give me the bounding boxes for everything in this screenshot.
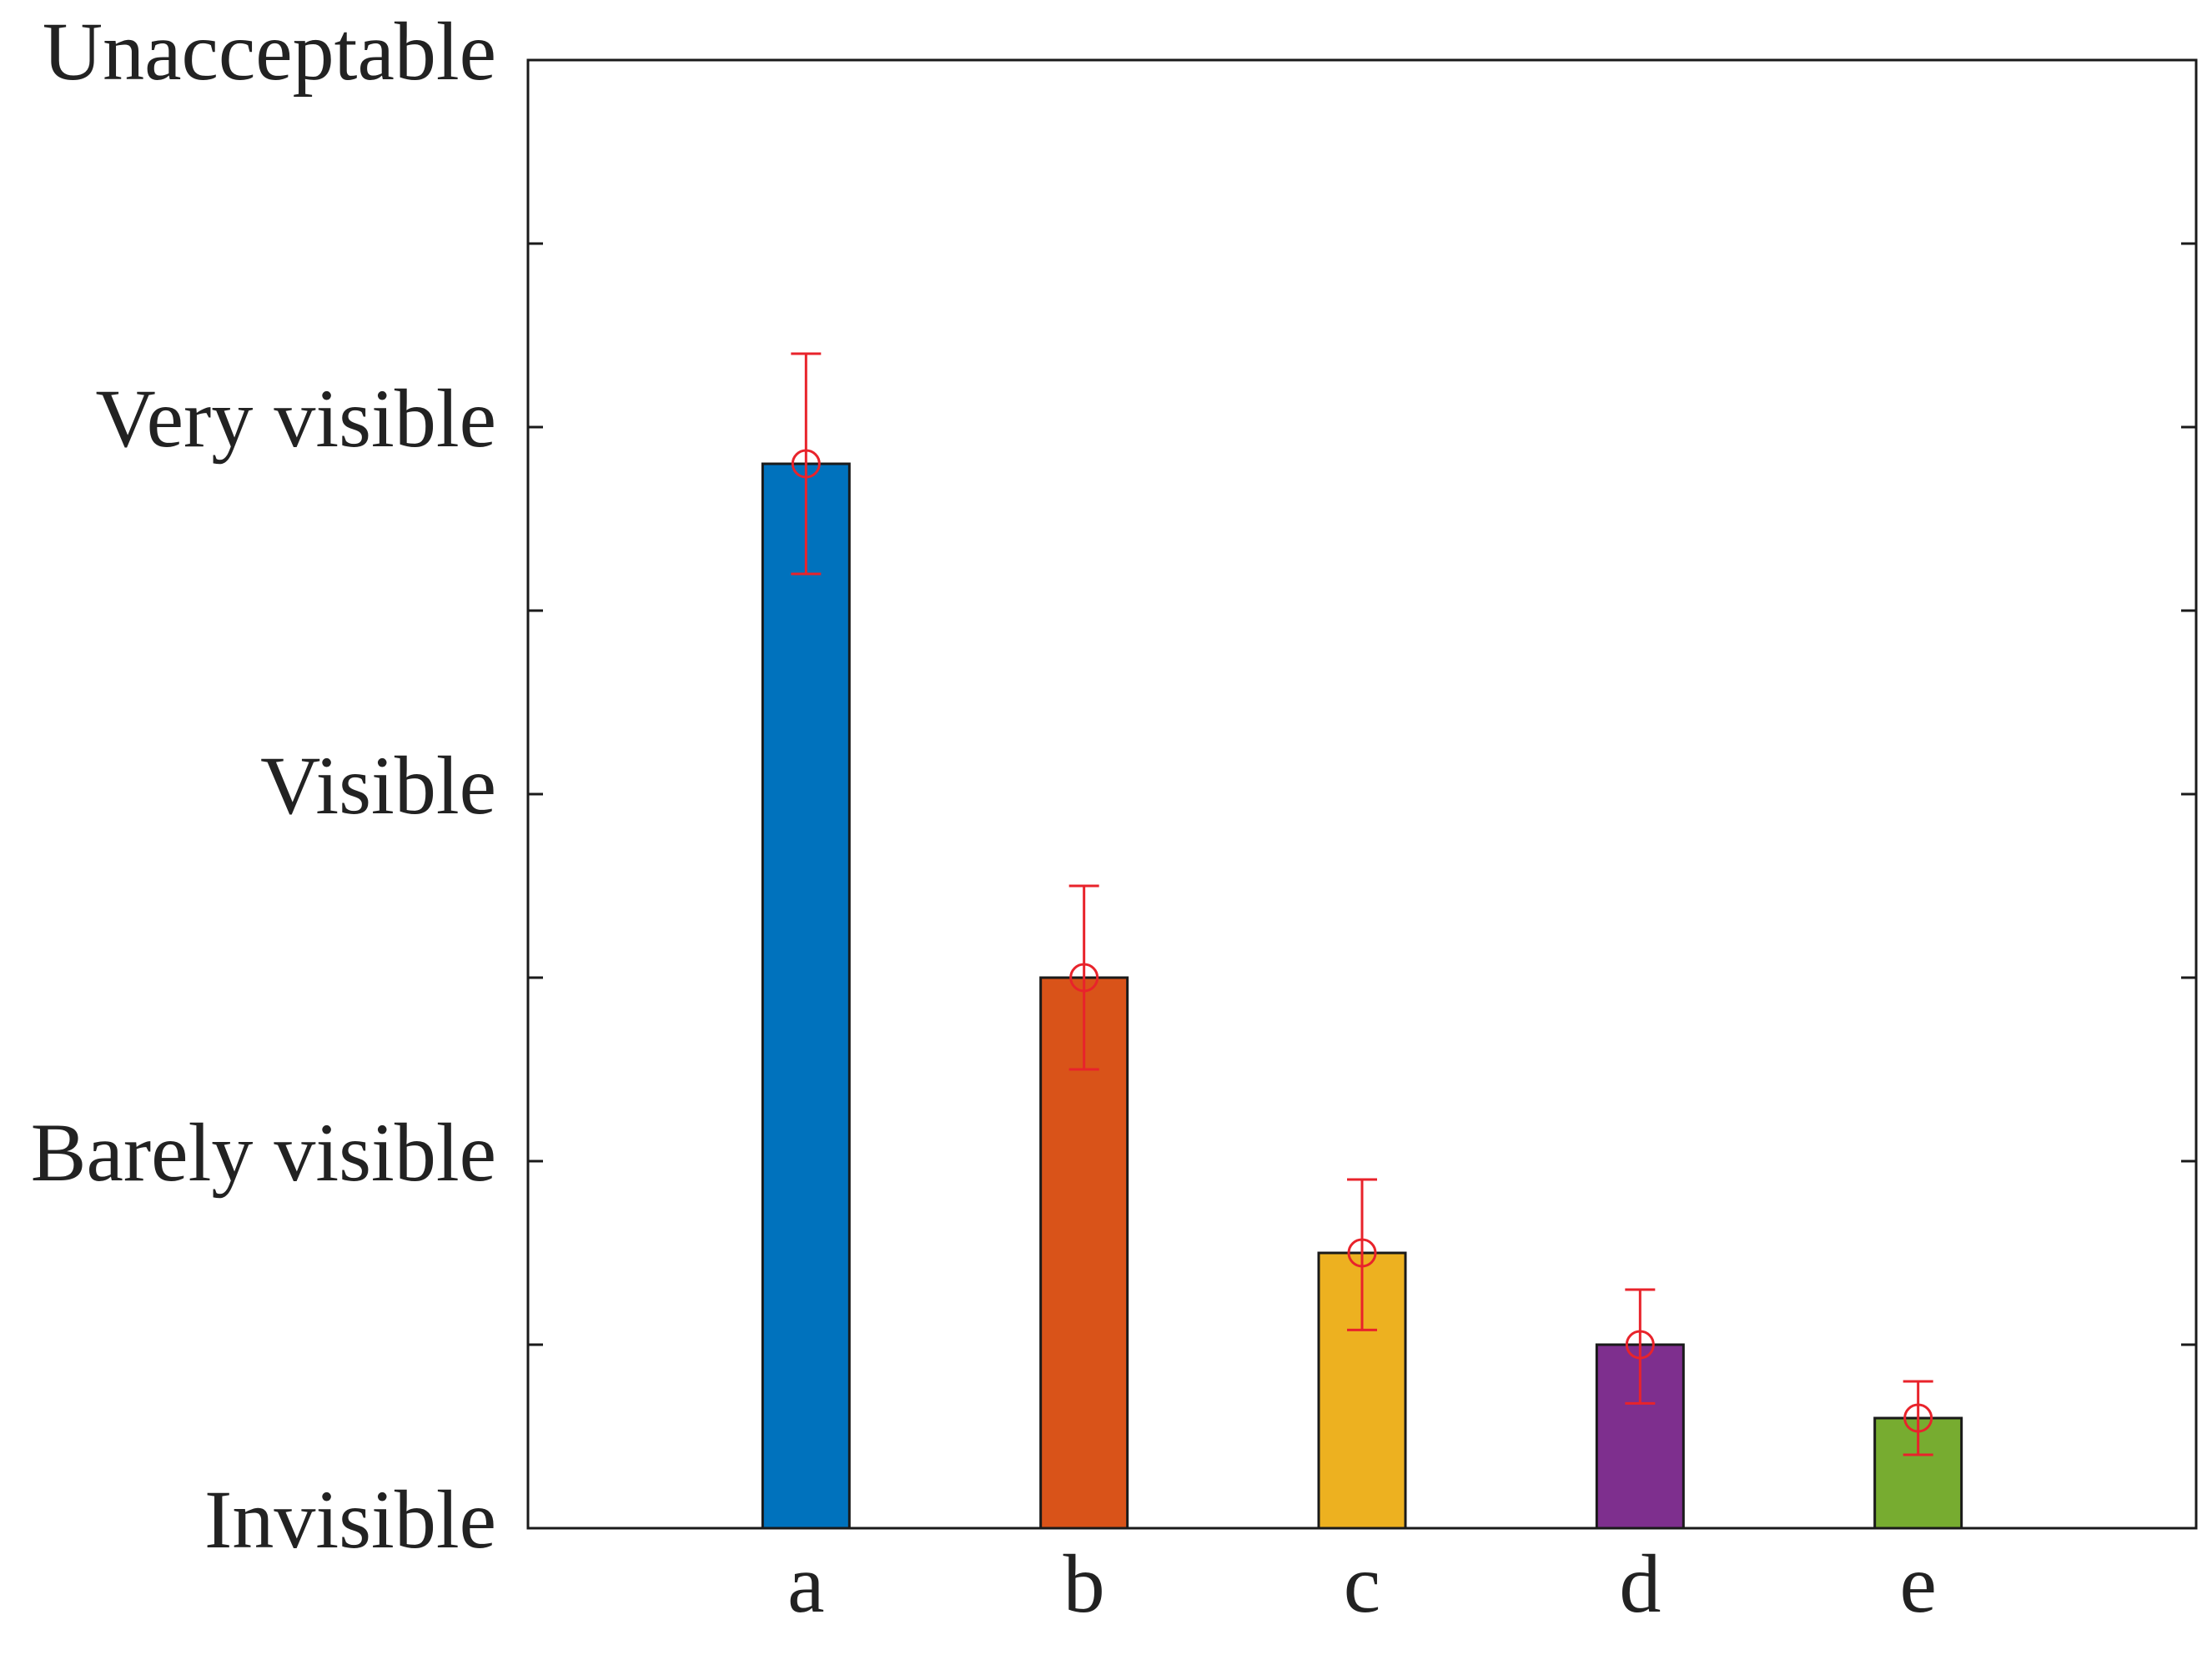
error-bar-d <box>1625 1288 1656 1405</box>
plot-frame <box>526 58 2198 1530</box>
x-tick-label-b: b <box>1063 1537 1105 1630</box>
mean-marker-d <box>1625 1330 1655 1360</box>
x-tick-label-e: e <box>1899 1537 1936 1630</box>
error-bars <box>791 352 1933 1456</box>
x-axis-labels: a b c d e <box>787 1537 1937 1630</box>
x-tick-label-c: c <box>1344 1537 1380 1630</box>
bar-a <box>761 462 851 1530</box>
y-tick-label-4: Unacceptable <box>43 5 496 98</box>
error-bar-a <box>791 352 822 576</box>
y-tick-label-2: Visible <box>260 739 496 832</box>
error-bar-c <box>1347 1178 1377 1331</box>
bars <box>761 462 1963 1530</box>
mean-marker-b <box>1069 963 1099 993</box>
y-tick-label-1: Barely visible <box>31 1106 496 1199</box>
x-tick-label-d: d <box>1619 1537 1661 1630</box>
x-tick-label-a: a <box>787 1537 824 1630</box>
y-tick-label-0: Invisible <box>204 1473 496 1566</box>
mean-marker-c <box>1347 1238 1377 1268</box>
mean-marker-e <box>1903 1403 1933 1433</box>
y-axis-labels: Invisible Barely visible Visible Very visib… <box>31 5 496 1566</box>
mean-marker-a <box>791 449 821 479</box>
error-bar-b <box>1068 884 1099 1071</box>
error-bar-e <box>1903 1380 1933 1456</box>
y-tick-label-3: Very visible <box>96 372 496 465</box>
